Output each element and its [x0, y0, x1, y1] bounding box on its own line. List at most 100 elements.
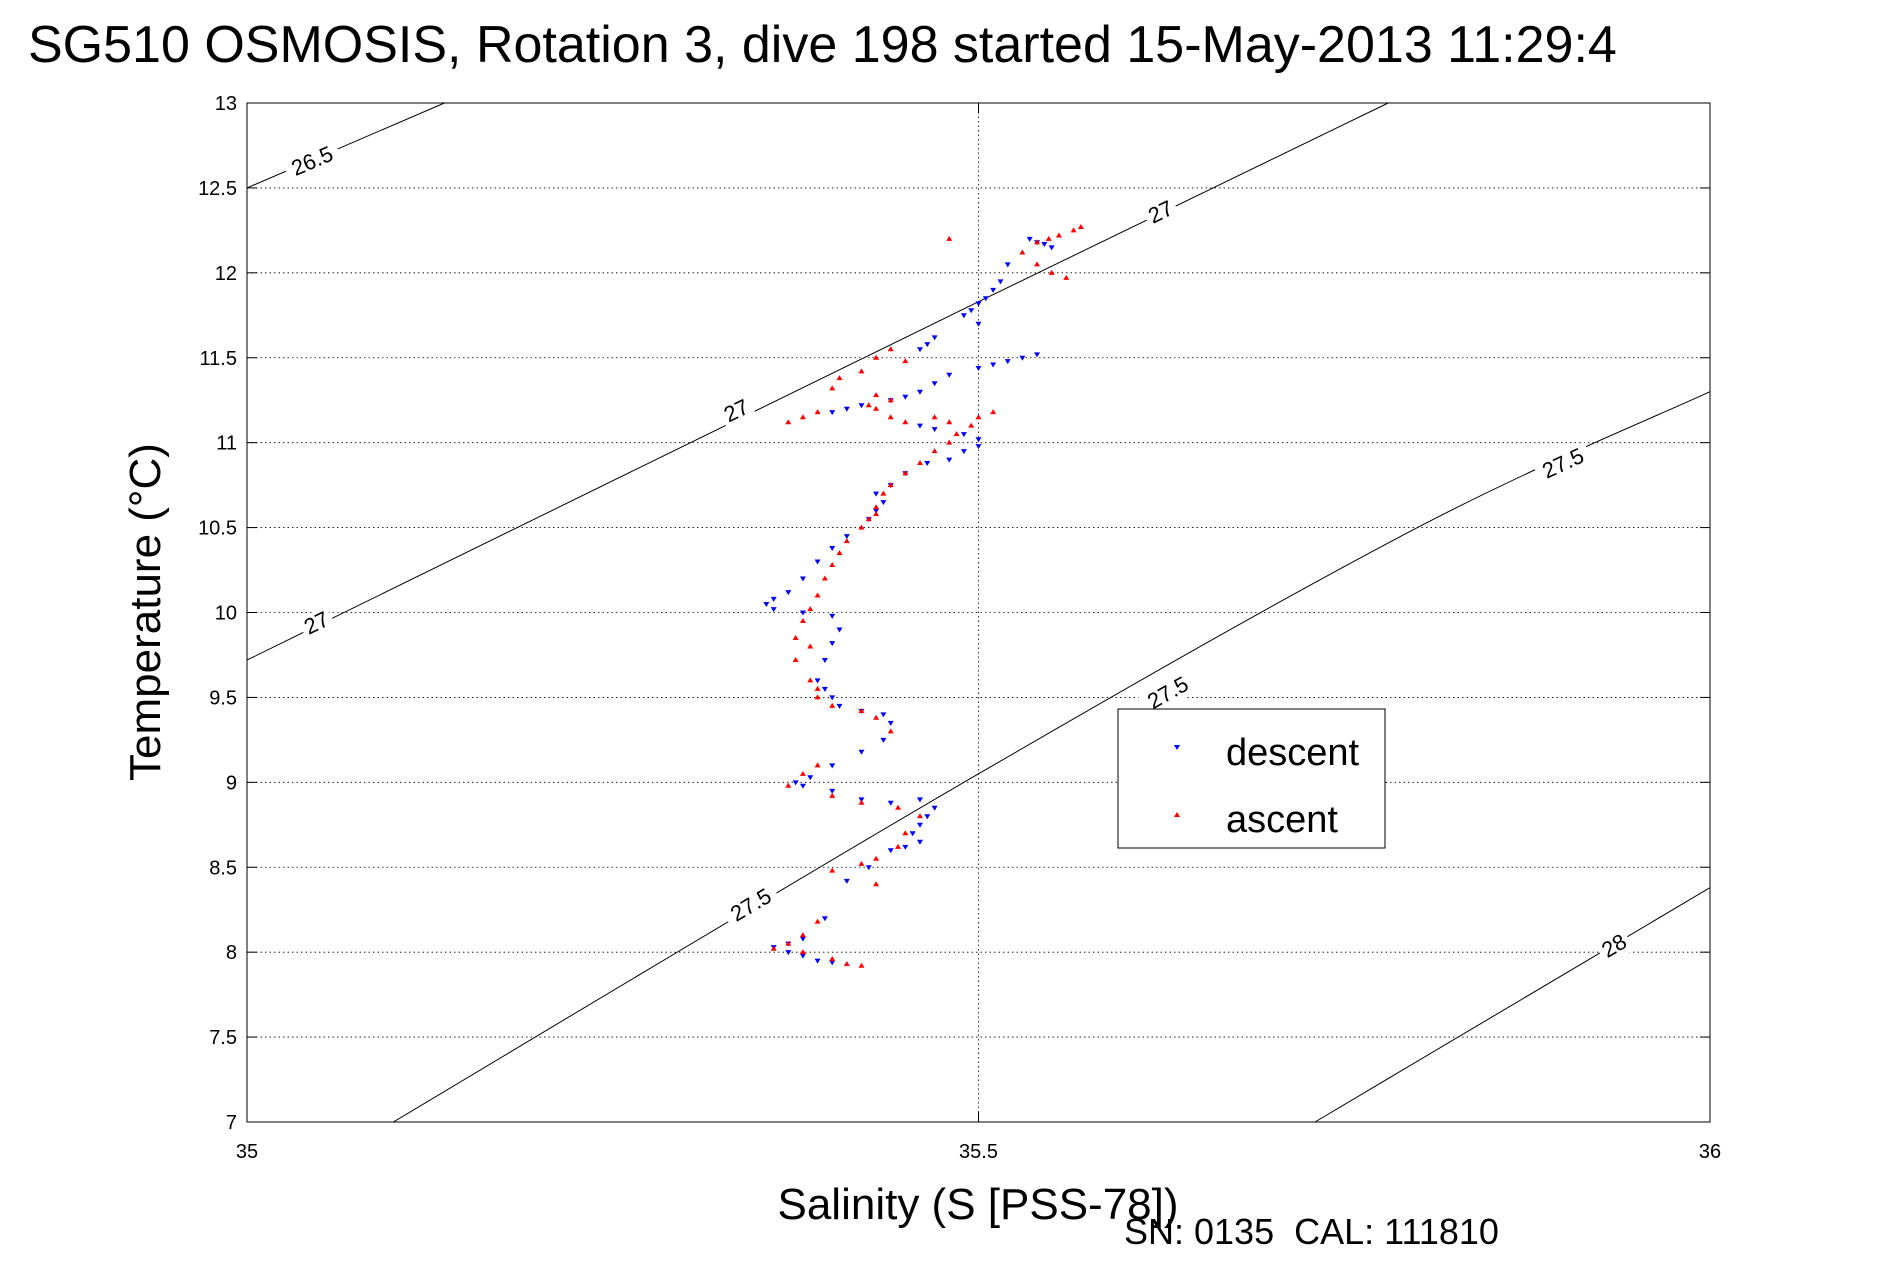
descent-point — [821, 658, 828, 664]
grid — [247, 103, 1710, 1122]
data-points — [763, 223, 1084, 968]
ascent-point — [1077, 223, 1084, 229]
y-tick-label: 11 — [216, 433, 237, 455]
descent-point — [960, 313, 967, 319]
descent-point — [990, 362, 997, 368]
density-contour-label-bg — [721, 881, 782, 931]
descent-point — [982, 296, 989, 302]
descent-point — [990, 287, 997, 293]
descent-point — [1004, 262, 1011, 268]
density-contour-label-bg — [1141, 195, 1182, 232]
descent-point — [843, 534, 850, 540]
descent-point — [799, 783, 806, 789]
descent-point — [829, 613, 836, 619]
descent-point — [829, 763, 836, 769]
ascent-point — [887, 414, 894, 420]
ascent-point — [865, 402, 872, 408]
ascent-point — [785, 940, 792, 946]
ascent-point — [814, 918, 821, 924]
ascent-point — [858, 962, 865, 968]
descent-point — [931, 805, 938, 811]
ascent-point — [1034, 261, 1041, 267]
y-tick-label: 9.5 — [209, 687, 237, 709]
ascent-point — [895, 804, 902, 810]
ascent-point — [829, 561, 836, 567]
descent-point — [858, 749, 865, 755]
density-contour-label-bg — [1595, 928, 1635, 966]
ascent-point — [880, 490, 887, 496]
legend-ascent-marker — [1174, 812, 1180, 817]
y-tick-label: 12.5 — [198, 178, 237, 200]
descent-point — [968, 308, 975, 314]
ascent-point — [814, 409, 821, 415]
density-contour-label-bg — [297, 606, 337, 643]
ascent-point — [887, 482, 894, 488]
descent-point — [858, 403, 865, 409]
x-tick-label: 36 — [1699, 1141, 1721, 1163]
ascent-point — [858, 524, 865, 530]
ascent-point — [873, 855, 880, 861]
ascent-point — [807, 606, 814, 612]
descent-point — [1034, 352, 1041, 358]
descent-point — [799, 936, 806, 942]
y-tick-label: 10 — [215, 603, 237, 625]
ascent-point — [770, 945, 777, 951]
ascent-point — [946, 439, 953, 445]
ascent-point — [821, 575, 828, 581]
descent-point — [1048, 245, 1055, 251]
density-contour-label: 28 — [1597, 929, 1631, 963]
ascent-point — [873, 405, 880, 411]
ascent-point — [799, 932, 806, 938]
ascent-point — [829, 867, 836, 873]
density-contour-line — [1314, 887, 1711, 1123]
descent-point — [1026, 236, 1033, 242]
ascent-point — [946, 419, 953, 425]
ascent-point — [887, 346, 894, 352]
descent-point — [924, 461, 931, 467]
ascent-point — [931, 414, 938, 420]
y-tick-label: 13 — [215, 93, 237, 115]
descent-point — [1004, 359, 1011, 365]
descent-point — [924, 814, 931, 820]
descent-point — [829, 695, 836, 701]
descent-point — [880, 712, 887, 718]
ascent-point — [916, 813, 923, 819]
legend: descent ascent — [1117, 708, 1386, 849]
ascent-point — [814, 592, 821, 598]
ascent-point — [1034, 239, 1041, 245]
density-contour-line — [393, 391, 1711, 1123]
ascent-point — [858, 799, 865, 805]
descent-point — [814, 678, 821, 684]
ascent-point — [873, 510, 880, 516]
ascent-point — [814, 762, 821, 768]
ascent-point — [829, 955, 836, 961]
y-tick-label: 11.5 — [200, 348, 237, 370]
descent-point — [916, 423, 923, 429]
chart-title: SG510 OSMOSIS, Rotation 3, dive 198 star… — [28, 16, 1617, 74]
ascent-point — [807, 643, 814, 649]
descent-point — [785, 950, 792, 956]
ascent-point — [785, 419, 792, 425]
y-tick-label: 10.5 — [198, 518, 237, 540]
descent-point — [829, 545, 836, 551]
descent-point — [880, 500, 887, 506]
descent-point — [916, 389, 923, 395]
ascent-point — [873, 392, 880, 398]
descent-point — [880, 737, 887, 743]
density-contour-label-bg — [717, 394, 757, 430]
ascent-point — [799, 770, 806, 776]
descent-point — [916, 797, 923, 803]
descent-point — [1019, 355, 1026, 361]
ascent-point — [1063, 274, 1070, 280]
descent-point — [770, 607, 777, 613]
y-tick-label: 9 — [226, 772, 237, 794]
ascent-point — [865, 516, 872, 522]
descent-point — [799, 953, 806, 959]
descent-point — [829, 641, 836, 647]
descent-point — [1041, 241, 1048, 247]
density-contour-label-bg — [1533, 442, 1595, 488]
ascent-point — [814, 694, 821, 700]
ascent-point — [968, 422, 975, 428]
ascent-point — [916, 460, 923, 466]
ascent-point — [836, 550, 843, 556]
